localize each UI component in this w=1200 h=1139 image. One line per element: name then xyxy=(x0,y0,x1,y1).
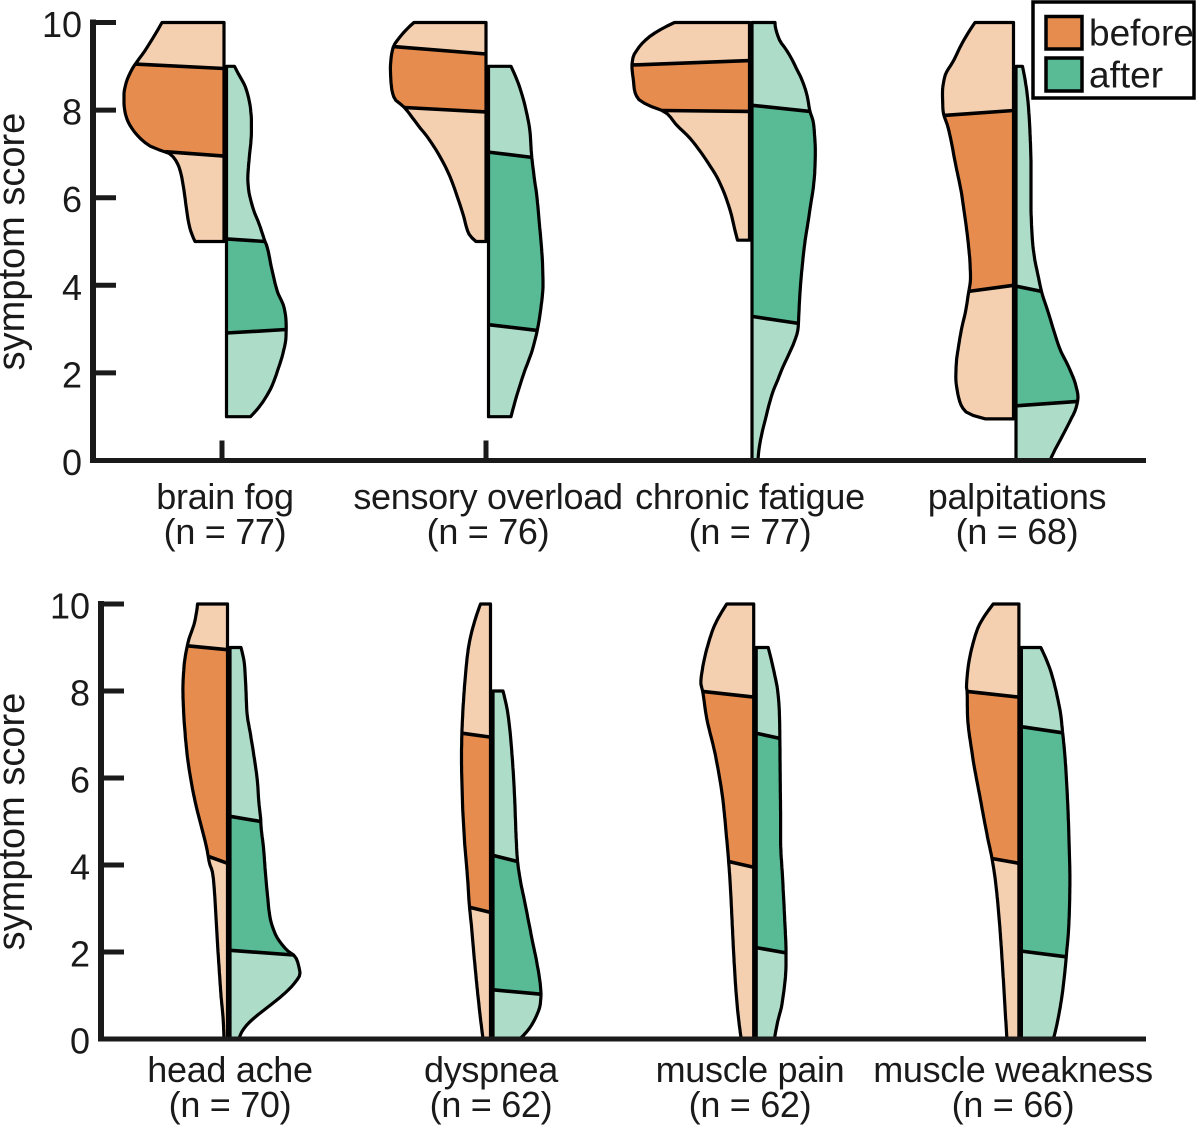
svg-text:6: 6 xyxy=(70,760,90,801)
svg-text:brain fog: brain fog xyxy=(156,476,293,517)
svg-text:symptom score: symptom score xyxy=(0,693,33,951)
svg-text:(n = 70): (n = 70) xyxy=(169,1084,292,1125)
svg-text:0: 0 xyxy=(62,442,82,483)
svg-text:(n = 62): (n = 62) xyxy=(689,1084,812,1125)
svg-text:(n = 77): (n = 77) xyxy=(164,511,287,552)
svg-text:(n = 68): (n = 68) xyxy=(956,511,1079,552)
svg-text:8: 8 xyxy=(70,673,90,714)
svg-text:0: 0 xyxy=(70,1021,90,1062)
svg-text:after: after xyxy=(1089,55,1163,96)
svg-text:4: 4 xyxy=(70,847,90,888)
svg-text:chronic fatigue: chronic fatigue xyxy=(635,476,865,517)
svg-text:4: 4 xyxy=(62,267,82,308)
svg-text:dyspnea: dyspnea xyxy=(424,1049,559,1090)
svg-text:8: 8 xyxy=(62,92,82,133)
svg-text:6: 6 xyxy=(62,179,82,220)
svg-text:2: 2 xyxy=(62,354,82,395)
svg-text:head ache: head ache xyxy=(147,1049,312,1090)
svg-text:muscle weakness: muscle weakness xyxy=(873,1049,1153,1090)
svg-text:(n = 77): (n = 77) xyxy=(689,511,812,552)
svg-text:(n = 76): (n = 76) xyxy=(427,511,550,552)
svg-text:before: before xyxy=(1089,13,1194,54)
svg-text:10: 10 xyxy=(42,4,82,45)
svg-text:(n = 62): (n = 62) xyxy=(430,1084,553,1125)
svg-text:10: 10 xyxy=(50,586,90,627)
svg-text:sensory overload: sensory overload xyxy=(353,476,622,517)
svg-text:symptom score: symptom score xyxy=(0,113,33,371)
svg-text:muscle pain: muscle pain xyxy=(656,1049,845,1090)
svg-text:(n = 66): (n = 66) xyxy=(952,1084,1075,1125)
svg-text:palpitations: palpitations xyxy=(928,476,1107,517)
svg-text:2: 2 xyxy=(70,934,90,975)
